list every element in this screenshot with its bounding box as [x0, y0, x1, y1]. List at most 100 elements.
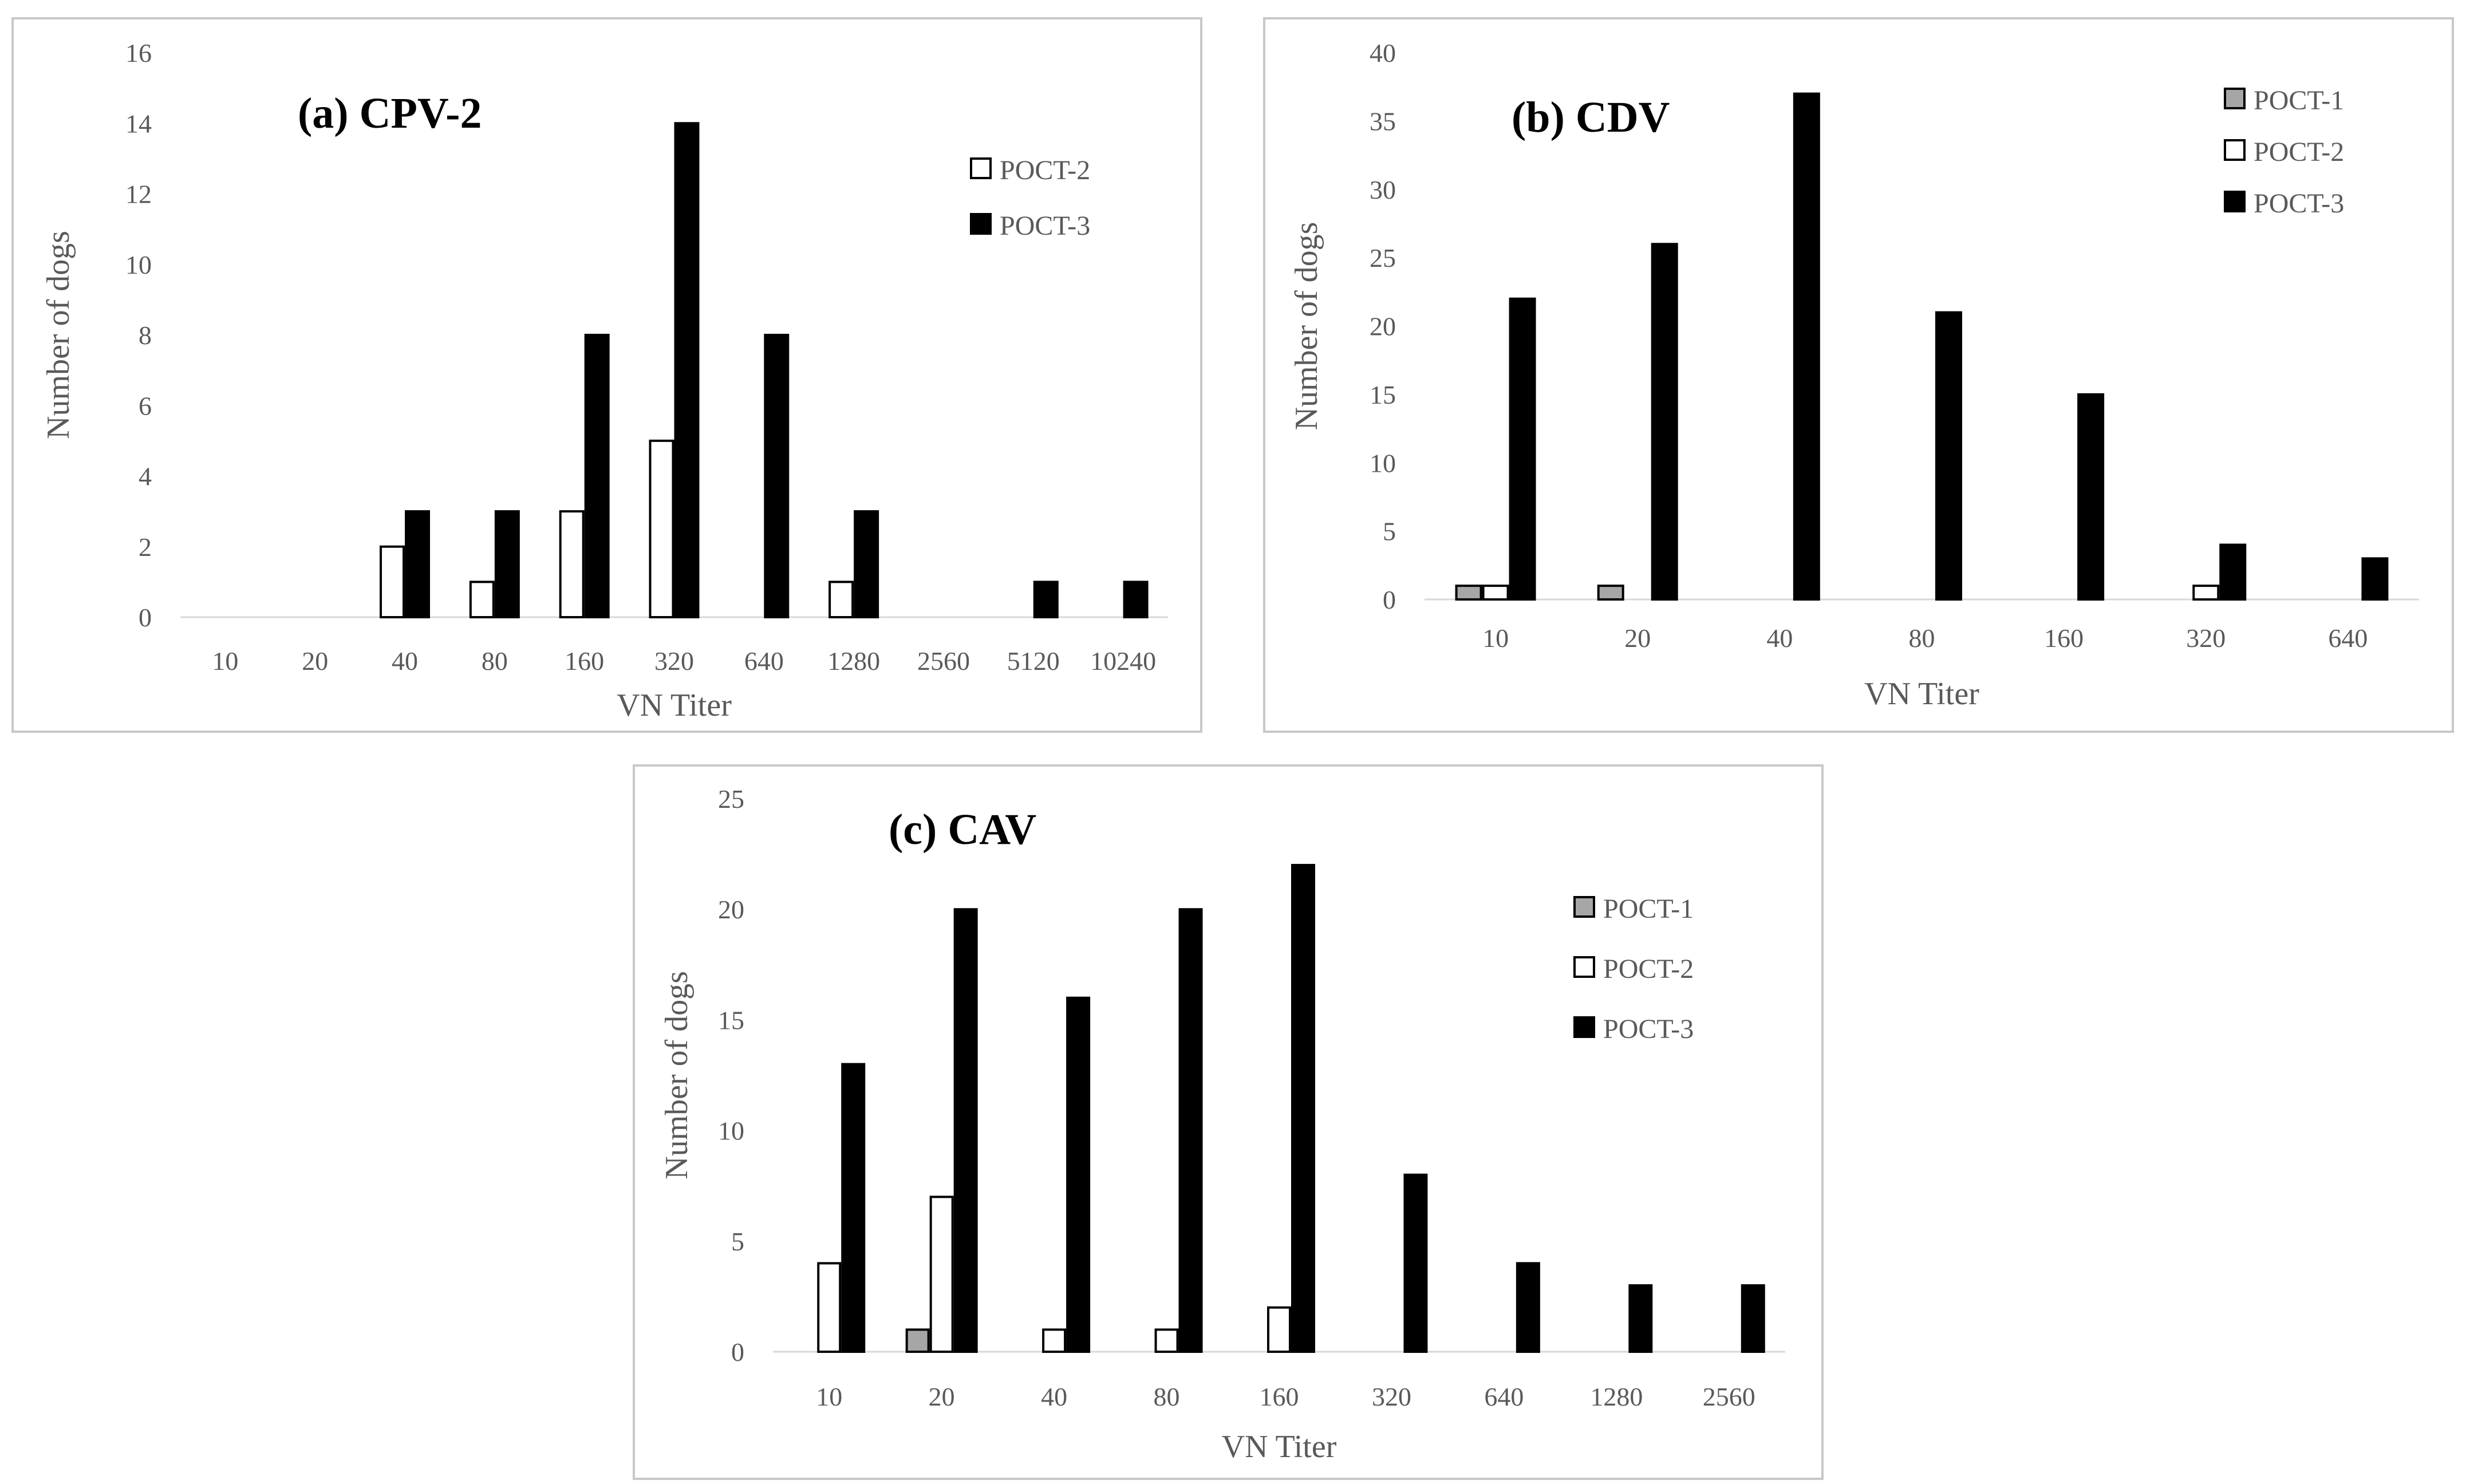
- bar-poct-2-40: [380, 545, 405, 618]
- bar-poct-3-20: [953, 908, 978, 1353]
- bar-poct-2-160: [1267, 1306, 1291, 1353]
- y-tick-label: 40: [1370, 38, 1396, 68]
- x-tick-label: 10: [816, 1382, 842, 1411]
- legend-swatch-poct-3: [1573, 1016, 1595, 1038]
- x-tick-label: 640: [1484, 1382, 1524, 1411]
- y-axis-label: Number of dogs: [659, 971, 695, 1179]
- legend: POCT-1 POCT-2 POCT-3: [2224, 85, 2344, 219]
- bar-poct-3-320: [2219, 543, 2247, 601]
- legend-label-poct-3: POCT-3: [1603, 1014, 1694, 1044]
- x-tick-label: 80: [1909, 623, 1935, 653]
- chart-title: (c) CAV: [889, 806, 1036, 854]
- x-tick-label: 160: [565, 646, 604, 676]
- chart-title: (a) CPV-2: [298, 89, 482, 137]
- bar-poct-3-640: [1516, 1262, 1540, 1353]
- legend: POCT-2 POCT-3: [970, 155, 1090, 241]
- x-axis-label: VN Titer: [1864, 676, 1979, 712]
- y-tick-label: 15: [718, 1005, 744, 1035]
- x-tick-label: 40: [392, 646, 418, 676]
- bar-poct-3-80: [1178, 908, 1203, 1353]
- y-tick-label: 30: [1370, 175, 1396, 204]
- y-tick-label: 5: [731, 1227, 744, 1256]
- y-axis-label: Number of dogs: [1289, 222, 1324, 431]
- bar-poct-2-320: [2192, 585, 2220, 601]
- legend-swatch-poct-1: [2224, 88, 2246, 109]
- y-tick-label: 10: [125, 250, 152, 279]
- x-tick-label: 20: [929, 1382, 955, 1411]
- bar-poct-3-640: [764, 334, 790, 618]
- x-tick-label: 40: [1766, 623, 1793, 653]
- x-tick-label: 80: [482, 646, 508, 676]
- bar-poct-2-320: [649, 439, 674, 618]
- chart-b-cdv: 0 5 10 15 20 25 30 35 40 10 20 40 80 160 320 640 VN Tite…: [1289, 38, 2419, 712]
- y-tick-label: 16: [125, 38, 152, 68]
- legend-swatch-poct-2: [2224, 139, 2246, 161]
- bar-poct-3-10: [841, 1063, 866, 1353]
- bar-poct-3-160: [2077, 393, 2105, 601]
- y-tick-label: 35: [1370, 106, 1396, 136]
- legend-swatch-poct-1: [1573, 896, 1595, 918]
- legend: POCT-1 POCT-2 POCT-3: [1573, 894, 1694, 1044]
- x-tick-label: 160: [1260, 1382, 1299, 1411]
- legend-swatch-poct-2: [1573, 956, 1595, 978]
- legend-label-poct-2: POCT-2: [2254, 137, 2344, 167]
- bar-poct-3-320: [1403, 1173, 1428, 1353]
- bar-poct-3-160: [584, 334, 610, 618]
- chart-title: (b) CDV: [1512, 93, 1670, 141]
- legend-swatch-poct-3: [2224, 191, 2246, 212]
- y-tick-label: 5: [1383, 517, 1396, 546]
- y-tick-label: 2: [139, 532, 152, 562]
- x-tick-label: 320: [1372, 1382, 1411, 1411]
- y-tick-label: 6: [139, 391, 152, 420]
- x-tick-label: 640: [744, 646, 784, 676]
- y-tick-label: 0: [1383, 585, 1396, 614]
- legend-label-poct-1: POCT-1: [2254, 85, 2344, 116]
- x-tick-label: 1280: [827, 646, 880, 676]
- legend-label-poct-1: POCT-1: [1603, 894, 1694, 924]
- bar-poct-2-20: [929, 1195, 954, 1353]
- y-tick-label: 25: [718, 784, 744, 814]
- bar-poct-3-10240: [1123, 581, 1149, 618]
- x-tick-label: 80: [1154, 1382, 1180, 1411]
- bar-poct-3-10: [1509, 297, 1536, 601]
- x-tick-label: 160: [2044, 623, 2084, 653]
- x-tick-label: 2560: [917, 646, 970, 676]
- bar-poct-2-160: [559, 510, 585, 618]
- y-tick-label: 20: [1370, 312, 1396, 341]
- bar-poct-3-5120: [1033, 581, 1059, 618]
- legend-label-poct-2: POCT-2: [1000, 155, 1090, 186]
- x-tick-label: 2560: [1703, 1382, 1755, 1411]
- bar-poct-2-10: [817, 1262, 842, 1353]
- legend-label-poct-3: POCT-3: [1000, 211, 1090, 241]
- x-tick-label: 20: [1624, 623, 1651, 653]
- bar-poct-2-80: [1154, 1328, 1179, 1353]
- bar-poct-2-10: [1482, 585, 1509, 601]
- x-tick-label: 10: [212, 646, 238, 676]
- bar-poct-3-320: [674, 122, 700, 618]
- bar-poct-1-10: [1455, 585, 1482, 601]
- bar-poct-3-40: [405, 510, 431, 618]
- chart-c-frame: [633, 764, 1824, 1480]
- bar-poct-2-80: [469, 581, 495, 618]
- bar-poct-3-40: [1793, 92, 1820, 601]
- y-tick-label: 25: [1370, 243, 1396, 273]
- chart-a-cpv2: 0 2 4 6 8 10 12 14 16 10 20 40 80 160 320 640 1280 2560 51…: [41, 38, 1168, 723]
- y-tick-label: 10: [718, 1116, 744, 1146]
- legend-swatch-poct-3: [970, 213, 992, 235]
- x-axis-label: VN Titer: [617, 688, 732, 723]
- x-tick-label: 320: [2186, 623, 2226, 653]
- bar-poct-2-40: [1042, 1328, 1067, 1353]
- chart-b-frame: [1263, 17, 2454, 733]
- bar-poct-1-20: [905, 1328, 930, 1353]
- x-axis-label: VN Titer: [1222, 1429, 1337, 1465]
- chart-c-cav: 0 5 10 15 20 25 10 20 40 80 160 320 640 1280 2560 VN Ti…: [659, 784, 1785, 1465]
- y-tick-label: 14: [125, 109, 152, 138]
- bar-poct-3-1280: [1628, 1284, 1653, 1353]
- y-tick-label: 8: [139, 321, 152, 350]
- x-tick-label: 640: [2328, 623, 2368, 653]
- x-tick-label: 20: [302, 646, 328, 676]
- legend-label-poct-3: POCT-3: [2254, 188, 2344, 219]
- x-tick-label: 10: [1482, 623, 1509, 653]
- y-tick-label: 0: [139, 603, 152, 632]
